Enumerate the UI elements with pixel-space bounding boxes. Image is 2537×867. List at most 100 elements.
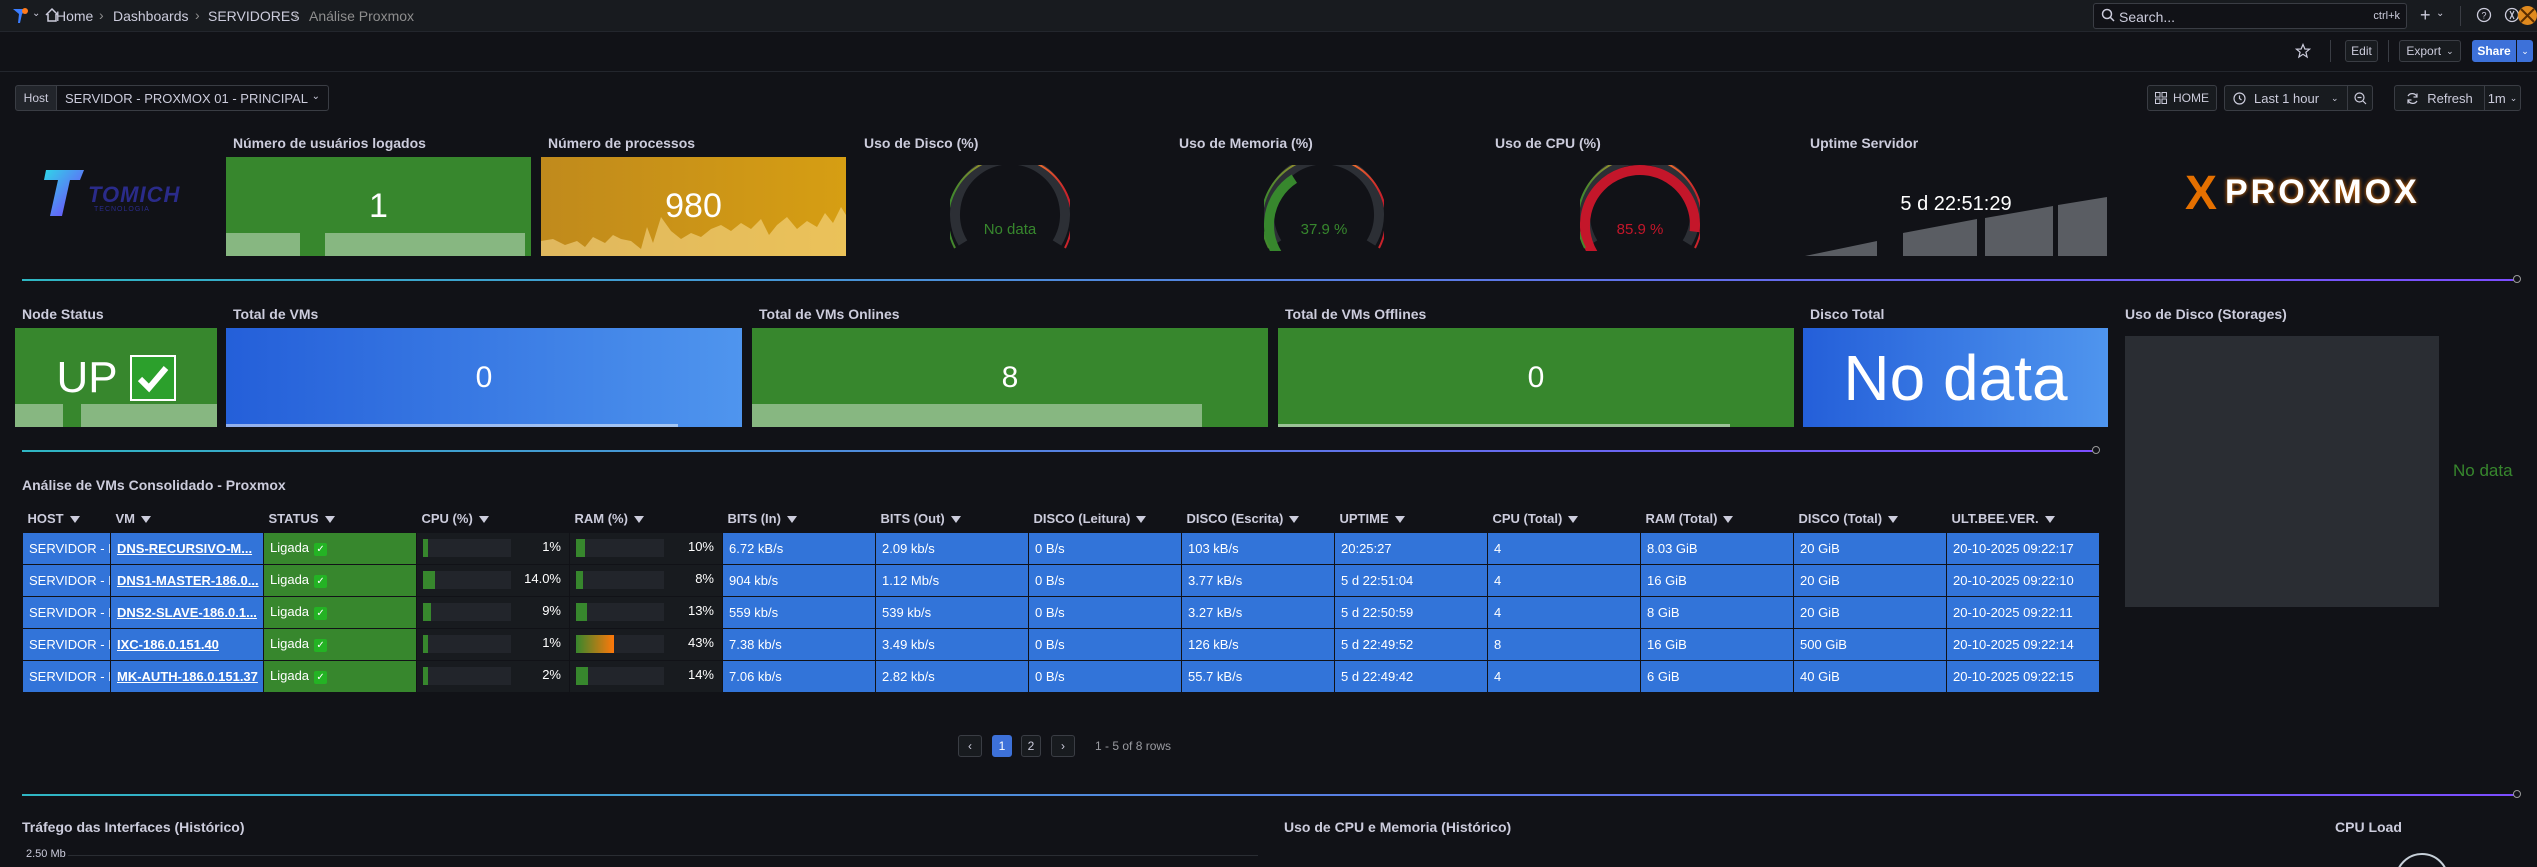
stat-total-vms[interactable]: 0 bbox=[226, 328, 742, 427]
table-row[interactable]: SERVIDOR - PROXMOX 01 - PRINCIPAL DNS-REC… bbox=[22, 531, 2100, 565]
column-header-bits-in[interactable]: BITS (In) bbox=[723, 506, 876, 532]
column-header-cpu-total[interactable]: CPU (Total) bbox=[1488, 506, 1641, 532]
breadcrumb-dashboards[interactable]: Dashboards bbox=[113, 8, 189, 24]
table-row[interactable]: SERVIDOR - PROXMOX 01 - PRINCIPAL DNS2-SL… bbox=[22, 595, 2100, 629]
cell-vm-link[interactable]: MK-AUTH-186.0.151.37 bbox=[110, 659, 264, 693]
breadcrumb-home[interactable]: Home bbox=[56, 8, 94, 24]
column-header-vm[interactable]: VM bbox=[111, 506, 264, 532]
column-header-bits-out[interactable]: BITS (Out) bbox=[876, 506, 1029, 532]
gauge-uso-memoria[interactable]: 37.9 % bbox=[1261, 154, 1387, 268]
table-row[interactable]: SERVIDOR - PROXMOX 01 - PRINCIPAL IXC-186… bbox=[22, 627, 2100, 661]
home-dashboard-link[interactable]: HOME bbox=[2147, 85, 2217, 111]
vm-link[interactable]: DNS1-MASTER-186.0... bbox=[117, 572, 259, 588]
filter-icon[interactable] bbox=[2044, 516, 2055, 524]
stat-node-status[interactable]: UP bbox=[15, 328, 217, 427]
gauge-uso-disco[interactable]: No data bbox=[947, 154, 1073, 251]
zoom-out-button[interactable] bbox=[2347, 85, 2373, 111]
grafana-logo-icon[interactable] bbox=[10, 6, 30, 26]
pagination-page-1[interactable]: 1 bbox=[992, 735, 1012, 757]
help-icon[interactable]: ? bbox=[2476, 7, 2492, 23]
filter-icon[interactable] bbox=[633, 516, 644, 524]
refresh-button[interactable]: Refresh bbox=[2394, 85, 2485, 111]
user-avatar[interactable] bbox=[2518, 6, 2537, 25]
vm-link[interactable]: MK-AUTH-186.0.151.37 bbox=[117, 668, 258, 684]
export-button[interactable]: Export ⌄ bbox=[2399, 40, 2461, 62]
column-header-label: VM bbox=[115, 511, 136, 527]
star-icon[interactable] bbox=[2294, 42, 2312, 59]
cpu-value: 9% bbox=[542, 603, 561, 619]
column-header-ram[interactable]: RAM (%) bbox=[570, 506, 723, 532]
tomich-logo-subtext: TECNOLOGIA bbox=[94, 206, 150, 213]
column-header-host[interactable]: HOST bbox=[23, 506, 111, 532]
filter-icon[interactable] bbox=[1568, 516, 1579, 524]
stat-vms-offline[interactable]: 0 bbox=[1278, 328, 1794, 427]
table-header-row: HOST VM STATUS CPU (%) RAM (%) BITS (In)… bbox=[23, 506, 2100, 532]
breadcrumb-servidores[interactable]: SERVIDORES bbox=[208, 8, 300, 24]
vm-link[interactable]: IXC-186.0.151.40 bbox=[117, 636, 219, 652]
filter-icon[interactable] bbox=[1289, 516, 1300, 524]
share-button[interactable]: Share bbox=[2472, 40, 2516, 62]
filter-icon[interactable] bbox=[324, 516, 335, 524]
gauge-uso-cpu[interactable]: 85.9 % bbox=[1577, 154, 1703, 268]
cell-vm-link[interactable]: DNS2-SLAVE-186.0.1... bbox=[110, 595, 264, 629]
home-icon[interactable] bbox=[44, 7, 60, 23]
filter-icon[interactable] bbox=[1888, 516, 1899, 524]
row-divider bbox=[22, 450, 2096, 452]
home-dashboard-label: HOME bbox=[2173, 91, 2209, 105]
vm-link[interactable]: DNS-RECURSIVO-M... bbox=[117, 540, 253, 556]
column-header-disco-escrita[interactable]: DISCO (Escrita) bbox=[1182, 506, 1335, 532]
pagination-prev-button[interactable]: ‹ bbox=[958, 735, 982, 757]
refresh-interval-picker[interactable]: 1m ⌄ bbox=[2484, 85, 2521, 111]
filter-icon[interactable] bbox=[1394, 516, 1405, 524]
column-header-label: DISCO (Total) bbox=[1798, 511, 1883, 527]
column-header-disco-total[interactable]: DISCO (Total) bbox=[1794, 506, 1947, 532]
share-dropdown-chevron-icon[interactable]: ⌄ bbox=[2517, 40, 2533, 62]
filter-icon[interactable] bbox=[950, 516, 961, 524]
cell-vm-link[interactable]: DNS-RECURSIVO-M... bbox=[110, 531, 264, 565]
stat-uptime-servidor[interactable]: 5 d 22:51:29 bbox=[1805, 157, 2107, 256]
cell-status: Ligada ✓ bbox=[263, 627, 417, 661]
panel-title-storages: Uso de Disco (Storages) bbox=[2125, 306, 2287, 322]
panel-title-vms-online: Total de VMs Onlines bbox=[759, 306, 900, 322]
row-collapse-handle[interactable] bbox=[2513, 275, 2521, 283]
cell-vm-link[interactable]: DNS1-MASTER-186.0... bbox=[110, 563, 264, 597]
column-header-ult-bee-ver[interactable]: ULT.BEE.VER. bbox=[1947, 506, 2100, 532]
cell-vm-link[interactable]: IXC-186.0.151.40 bbox=[110, 627, 264, 661]
cell-uptime: 5 d 22:49:52 bbox=[1334, 627, 1488, 661]
pagination-next-button[interactable]: › bbox=[1051, 735, 1075, 757]
search-box[interactable]: Search... ctrl+k bbox=[2093, 3, 2407, 29]
cell-last: 20-10-2025 09:22:17 bbox=[1946, 531, 2100, 565]
stat-usuarios-logados[interactable]: 1 bbox=[226, 157, 531, 256]
stat-vms-online[interactable]: 8 bbox=[752, 328, 1268, 427]
table-row[interactable]: SERVIDOR - PROXMOX 01 - PRINCIPAL DNS1-MA… bbox=[22, 563, 2100, 597]
host-variable-select[interactable]: SERVIDOR - PROXMOX 01 - PRINCIPAL ⌄ bbox=[56, 85, 329, 111]
filter-icon[interactable] bbox=[786, 516, 797, 524]
filter-icon[interactable] bbox=[478, 516, 489, 524]
add-new-button[interactable]: + bbox=[2420, 5, 2431, 25]
table-row[interactable]: SERVIDOR - PROXMOX 01 - PRINCIPAL MK-AUTH… bbox=[22, 659, 2100, 693]
column-header-status[interactable]: STATUS bbox=[264, 506, 417, 532]
stat-numero-processos[interactable]: 980 bbox=[541, 157, 846, 256]
breadcrumb-separator: › bbox=[195, 7, 200, 23]
chevron-down-icon[interactable]: ⌄ bbox=[2436, 8, 2445, 19]
row-collapse-handle[interactable] bbox=[2092, 446, 2100, 454]
cpu-load-gauge[interactable] bbox=[2392, 852, 2452, 867]
pagination-page-2[interactable]: 2 bbox=[1021, 735, 1041, 757]
stat-disco-total[interactable]: No data bbox=[1803, 328, 2108, 427]
vm-link[interactable]: DNS2-SLAVE-186.0.1... bbox=[117, 604, 257, 620]
time-range-picker[interactable]: Last 1 hour ⌄ bbox=[2224, 85, 2348, 111]
filter-icon[interactable] bbox=[141, 516, 151, 524]
column-header-label: BITS (Out) bbox=[880, 511, 945, 527]
column-header-disco-leitura[interactable]: DISCO (Leitura) bbox=[1029, 506, 1182, 532]
filter-icon[interactable] bbox=[1723, 516, 1734, 524]
column-header-uptime[interactable]: UPTIME bbox=[1335, 506, 1488, 532]
filter-icon[interactable] bbox=[1136, 516, 1147, 524]
edit-button[interactable]: Edit bbox=[2345, 40, 2378, 62]
chevron-down-icon[interactable]: ⌄ bbox=[32, 8, 41, 19]
column-header-ram-total[interactable]: RAM (Total) bbox=[1641, 506, 1794, 532]
grid-icon bbox=[2155, 92, 2167, 104]
filter-icon[interactable] bbox=[69, 516, 80, 524]
row-collapse-handle[interactable] bbox=[2513, 790, 2521, 798]
column-header-cpu[interactable]: CPU (%) bbox=[417, 506, 570, 532]
chevron-down-icon: ⌄ bbox=[2331, 92, 2339, 103]
